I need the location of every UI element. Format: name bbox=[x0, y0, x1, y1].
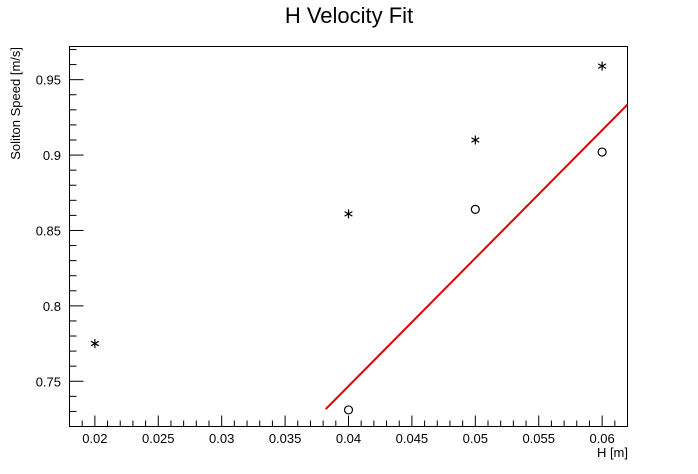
y-tick-label: 0.9 bbox=[43, 148, 61, 163]
asterisk-data-point bbox=[344, 209, 353, 219]
x-tick-label: 0.04 bbox=[336, 431, 361, 446]
x-axis-ticks bbox=[69, 415, 628, 427]
asterisk-stroke bbox=[344, 211, 353, 217]
chart-title: H Velocity Fit bbox=[285, 3, 413, 28]
y-axis-label: Soliton Speed [m/s] bbox=[8, 47, 23, 160]
asterisk-data-point bbox=[471, 135, 480, 145]
y-axis-tick-labels: 0.75 0.8 0.85 0.9 0.95 bbox=[36, 73, 61, 390]
y-tick-label: 0.8 bbox=[43, 299, 61, 314]
asterisk-data-point bbox=[597, 61, 607, 71]
y-tick-label: 0.85 bbox=[36, 223, 61, 238]
y-axis-ticks bbox=[69, 49, 84, 427]
x-tick-label: 0.055 bbox=[522, 431, 555, 446]
asterisk-stroke bbox=[90, 340, 100, 347]
circle-data-point bbox=[343, 405, 354, 415]
x-tick-label: 0.06 bbox=[589, 431, 614, 446]
x-tick-label: 0.02 bbox=[82, 431, 107, 446]
x-tick-label: 0.035 bbox=[269, 431, 302, 446]
series-layer bbox=[90, 61, 629, 415]
plot-frame bbox=[69, 46, 628, 427]
circle-data-point bbox=[597, 147, 607, 157]
y-tick-label: 0.75 bbox=[36, 374, 61, 389]
x-tick-label: 0.03 bbox=[209, 431, 234, 446]
asterisk-stroke bbox=[471, 137, 480, 143]
asterisk-stroke bbox=[597, 63, 607, 69]
x-axis-label: H [m] bbox=[597, 445, 628, 460]
x-tick-label: 0.05 bbox=[463, 431, 488, 446]
x-axis-tick-labels: 0.02 0.025 0.03 0.035 0.04 0.045 0.05 0.055 0.06 bbox=[82, 431, 615, 446]
fit-line bbox=[324, 103, 629, 410]
asterisk-data-point bbox=[90, 339, 100, 349]
x-tick-label: 0.025 bbox=[142, 431, 175, 446]
circle-data-point bbox=[470, 204, 480, 214]
x-tick-label: 0.045 bbox=[396, 431, 429, 446]
y-tick-label: 0.95 bbox=[36, 73, 61, 88]
